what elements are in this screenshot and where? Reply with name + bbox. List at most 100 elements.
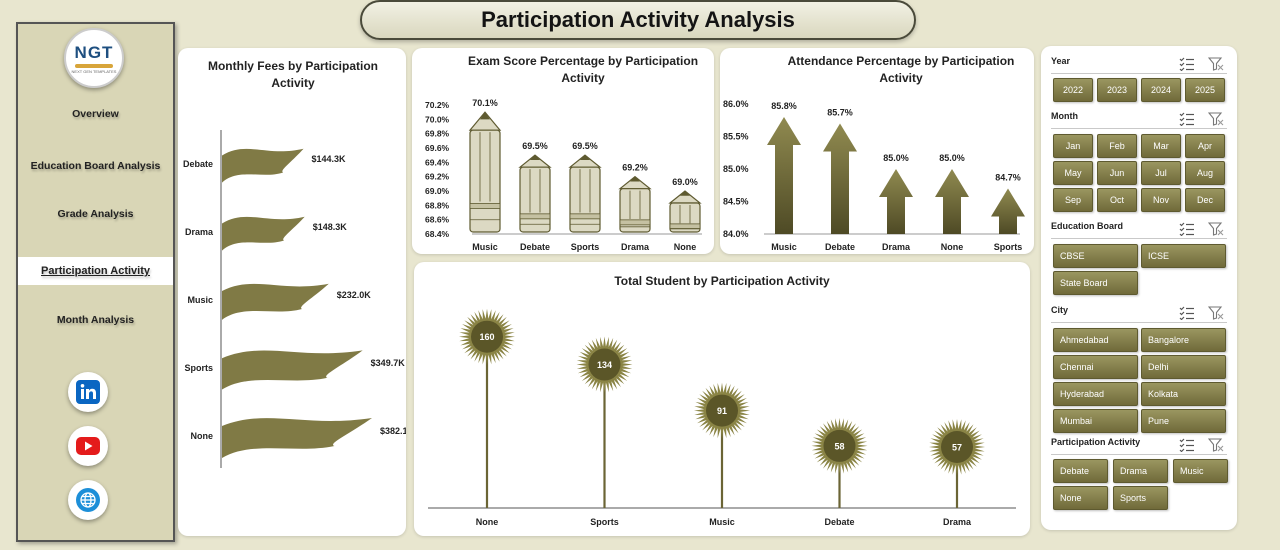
slicer-chip-2024[interactable]: 2024 — [1141, 78, 1181, 102]
attendance-value-label: 85.0% — [883, 153, 909, 163]
slicer-chip-state-board[interactable]: State Board — [1053, 271, 1138, 295]
attendance-category-label: Drama — [882, 242, 911, 252]
page-title: Participation Activity Analysis — [481, 7, 795, 32]
student-value-label: 160 — [479, 332, 494, 342]
exam-value-label: 69.5% — [572, 141, 598, 151]
attendance-category-label: Sports — [994, 242, 1023, 252]
slicer-chip-jan[interactable]: Jan — [1053, 134, 1093, 158]
slicer-chip-sep[interactable]: Sep — [1053, 188, 1093, 212]
multi-select-icon[interactable] — [1179, 438, 1195, 454]
slicer-chip-feb[interactable]: Feb — [1097, 134, 1137, 158]
nav-item-education-board-analysis[interactable]: Education Board Analysis — [30, 160, 161, 172]
nav-item-grade-analysis[interactable]: Grade Analysis — [57, 208, 134, 220]
slicer-chip-2023[interactable]: 2023 — [1097, 78, 1137, 102]
exam-y-tick: 69.2% — [425, 172, 450, 182]
slicer-chip-2025[interactable]: 2025 — [1185, 78, 1225, 102]
slicer-chip-icse[interactable]: ICSE — [1141, 244, 1226, 268]
student-category-label: Sports — [590, 517, 619, 527]
exam-pencil-drama — [618, 175, 652, 233]
slicer-chip-2022[interactable]: 2022 — [1053, 78, 1093, 102]
slicer-chip-kolkata[interactable]: Kolkata — [1141, 382, 1226, 406]
slicer-chip-aug[interactable]: Aug — [1185, 161, 1225, 185]
slicer-chip-none[interactable]: None — [1053, 486, 1108, 510]
linkedin-button[interactable] — [68, 372, 108, 412]
exam-y-tick: 69.6% — [425, 143, 450, 153]
slicer-chip-hyderabad[interactable]: Hyderabad — [1053, 382, 1138, 406]
slicer-chip-oct[interactable]: Oct — [1097, 188, 1137, 212]
multi-select-icon[interactable] — [1179, 306, 1195, 322]
slicer-chip-debate[interactable]: Debate — [1053, 459, 1108, 483]
attendance-y-tick: 85.0% — [723, 164, 749, 174]
fees-category-label: Debate — [183, 159, 213, 169]
exam-category-label: Debate — [520, 242, 550, 252]
attendance-chart-title: Attendance Percentage by Participation A… — [787, 54, 1015, 85]
clear-filter-icon[interactable] — [1207, 112, 1224, 128]
clear-filter-icon[interactable] — [1207, 306, 1224, 322]
student-value-label: 91 — [717, 406, 727, 416]
total-student-chart-card: Total Student by Participation Activity … — [414, 262, 1030, 536]
slicer-chip-nov[interactable]: Nov — [1141, 188, 1181, 212]
multi-select-icon[interactable] — [1179, 57, 1195, 73]
slicer-chip-sports[interactable]: Sports — [1113, 486, 1168, 510]
attendance-chart: 86.0% 85.5% 85.0% 84.5% 84.0% 85.8% Music 85.7%… — [723, 99, 1025, 252]
fees-value-label: $382.1K — [380, 426, 406, 436]
clear-filter-icon[interactable] — [1207, 57, 1224, 73]
slicer-title: Month — [1051, 111, 1078, 121]
slicer-chip-bangalore[interactable]: Bangalore — [1141, 328, 1226, 352]
attendance-value-label: 84.7% — [995, 173, 1021, 183]
website-button[interactable] — [68, 480, 108, 520]
slicer-chip-chennai[interactable]: Chennai — [1053, 355, 1138, 379]
slicer-chip-delhi[interactable]: Delhi — [1141, 355, 1226, 379]
attendance-value-label: 85.8% — [771, 101, 797, 111]
slicer-chip-may[interactable]: May — [1053, 161, 1093, 185]
slicer-chip-drama[interactable]: Drama — [1113, 459, 1168, 483]
attendance-y-tick: 86.0% — [723, 99, 749, 109]
clear-filter-icon[interactable] — [1207, 438, 1224, 454]
nav-item-participation-activity[interactable]: Participation Activity — [18, 257, 173, 285]
clear-filter-icon[interactable] — [1207, 222, 1224, 238]
attendance-arrow-none — [935, 169, 969, 234]
monthly-fees-chart-card: Monthly Fees by Participation Activity D… — [178, 48, 406, 536]
fees-category-label: Music — [187, 295, 213, 305]
nav-item-month-analysis[interactable]: Month Analysis — [56, 314, 135, 326]
student-value-label: 58 — [834, 441, 844, 451]
exam-category-label: Music — [472, 242, 498, 252]
slicer-chip-cbse[interactable]: CBSE — [1053, 244, 1138, 268]
exam-y-tick: 70.0% — [425, 114, 450, 124]
exam-y-tick: 69.4% — [425, 157, 450, 167]
exam-value-label: 69.2% — [622, 163, 648, 173]
exam-score-chart-card: Exam Score Percentage by Participation A… — [412, 48, 714, 254]
exam-value-label: 69.5% — [522, 141, 548, 151]
fees-category-label: Drama — [185, 227, 214, 237]
youtube-button[interactable] — [68, 426, 108, 466]
slicer-chip-music[interactable]: Music — [1173, 459, 1228, 483]
slicer-chip-mumbai[interactable]: Mumbai — [1053, 409, 1138, 433]
student-starburst-drama — [929, 419, 985, 475]
fees-value-label: $349.7K — [371, 358, 406, 368]
attendance-arrow-drama — [879, 169, 913, 234]
exam-pencil-debate — [518, 154, 552, 233]
multi-select-icon[interactable] — [1179, 112, 1195, 128]
exam-y-tick: 70.2% — [425, 100, 450, 110]
slicer-chip-ahmedabad[interactable]: Ahmedabad — [1053, 328, 1138, 352]
fees-flag-none — [222, 418, 372, 458]
attendance-y-tick: 84.0% — [723, 229, 749, 239]
fees-value-label: $148.3K — [313, 222, 348, 232]
slicer-chip-mar[interactable]: Mar — [1141, 134, 1181, 158]
exam-y-tick: 68.6% — [425, 215, 450, 225]
slicer-chip-jul[interactable]: Jul — [1141, 161, 1181, 185]
total-student-chart: 160 None 134 Sports 91 Music 58 Debate 57 Drama — [428, 308, 1016, 527]
multi-select-icon[interactable] — [1179, 222, 1195, 238]
slicer-chip-jun[interactable]: Jun — [1097, 161, 1137, 185]
nav-item-overview[interactable]: Overview — [72, 108, 119, 120]
attendance-category-label: None — [941, 242, 964, 252]
exam-y-tick: 68.4% — [425, 229, 450, 239]
student-starburst-sports — [576, 336, 633, 393]
slicer-chip-apr[interactable]: Apr — [1185, 134, 1225, 158]
total-student-chart-title: Total Student by Participation Activity — [614, 274, 830, 288]
exam-value-label: 70.1% — [472, 98, 498, 108]
attendance-value-label: 85.0% — [939, 153, 965, 163]
slicer-chip-dec[interactable]: Dec — [1185, 188, 1225, 212]
attendance-arrow-sports — [991, 188, 1025, 234]
slicer-chip-pune[interactable]: Pune — [1141, 409, 1226, 433]
